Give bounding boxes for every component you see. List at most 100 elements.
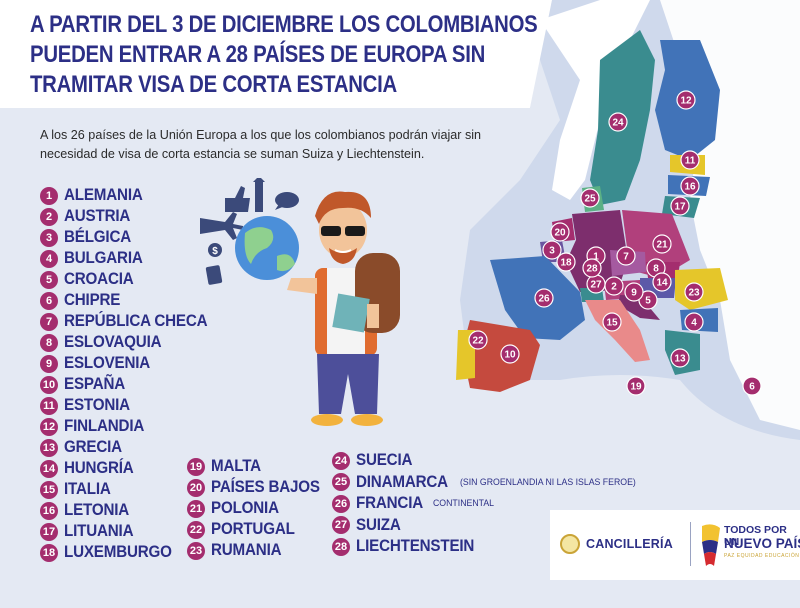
country-item: 16 LETONIA <box>40 500 220 521</box>
country-item: 28 LIECHTENSTEIN <box>332 536 651 558</box>
chat-bubble-icon <box>275 192 299 210</box>
country-number-badge: 3 <box>40 228 58 247</box>
country-item: 13 GRECIA <box>40 437 220 458</box>
logo-divider <box>690 522 691 566</box>
traveler-illustration: $ <box>200 178 400 426</box>
country-item: 19 MALTA <box>187 456 329 477</box>
country-number-badge: 22 <box>187 520 205 539</box>
country-item: 22 PORTUGAL <box>187 519 329 540</box>
country-name: ESLOVAQUIA <box>64 333 162 351</box>
map-marker <box>742 376 762 396</box>
country-number-badge: 27 <box>332 516 350 535</box>
country-name: SUIZA <box>356 515 401 534</box>
country-number-badge: 14 <box>40 459 58 478</box>
country-name: ESTONIA <box>64 396 130 414</box>
country-number-badge: 13 <box>40 438 58 457</box>
country-list-3: 24 SUECIA 25 DINAMARCA (SIN GROENLANDIA NI L… <box>332 450 651 558</box>
country-item: 27 SUIZA <box>332 515 651 537</box>
map-marker <box>676 90 696 110</box>
airplane-icon <box>200 212 243 240</box>
country-number-badge: 25 <box>332 473 350 492</box>
map-marker-label: 18 <box>560 258 572 269</box>
map-marker-label: 1 <box>593 252 599 263</box>
country-number-badge: 19 <box>187 457 205 476</box>
map-marker-label: 15 <box>606 318 618 329</box>
country-number-badge: 16 <box>40 501 58 520</box>
country-number-badge: 11 <box>40 396 58 415</box>
country-item: 15 ITALIA <box>40 479 220 500</box>
map-marker <box>468 330 488 350</box>
map-marker <box>670 196 690 216</box>
map-marker <box>556 252 576 272</box>
passport-icon <box>205 265 223 285</box>
country-name: CHIPRE <box>64 291 121 309</box>
country-note: (SIN GROENLANDIA NI LAS ISLAS FEROE) <box>459 476 636 488</box>
country-number-badge: 7 <box>40 312 58 331</box>
country-item: 23 RUMANIA <box>187 540 329 561</box>
map-marker-label: 20 <box>554 228 566 239</box>
country-item: 1 ALEMANIA <box>40 185 220 206</box>
country-item: 10 ESPAÑA <box>40 374 220 395</box>
title-line-3: TRAMITAR VISA DE CORTA ESTANCIA <box>30 71 397 98</box>
map-marker <box>680 150 700 170</box>
map-marker-label: 25 <box>584 194 596 205</box>
map-marker <box>542 240 562 260</box>
country-item: 6 CHIPRE <box>40 290 220 311</box>
country-name: ITALIA <box>64 480 111 498</box>
map-marker <box>616 246 636 266</box>
cancilleria-logo: CANCILLERÍA <box>560 527 680 561</box>
country-item: 17 LITUANIA <box>40 521 220 542</box>
dollar-coin-icon: $ <box>208 243 222 257</box>
country-number-badge: 12 <box>40 417 58 436</box>
thumbs-up-icon <box>225 186 250 212</box>
country-item: 12 FINLANDIA <box>40 416 220 437</box>
country-number-badge: 4 <box>40 249 58 268</box>
globe-icon <box>235 216 299 280</box>
subtitle: A los 26 países de la Unión Europa a los… <box>40 128 482 161</box>
country-number-badge: 2 <box>40 207 58 226</box>
country-name: HUNGRÍA <box>64 459 134 477</box>
country-number-badge: 10 <box>40 375 58 394</box>
title-line-1: A PARTIR DEL 3 DE DICIEMBRE LOS COLOMBIA… <box>30 11 538 38</box>
country-item: 4 BULGARIA <box>40 248 220 269</box>
map-marker-label: 6 <box>749 382 755 393</box>
svg-text:$: $ <box>212 246 218 257</box>
cancilleria-label: CANCILLERÍA <box>586 537 673 551</box>
map-marker <box>608 112 628 132</box>
country-list-2: 19 MALTA 20 PAÍSES BAJOS 21 POLONIA 22 PORTUGAL… <box>187 456 329 561</box>
country-name: LUXEMBURGO <box>64 543 172 561</box>
todos-label-3: PAZ EQUIDAD EDUCACIÓN <box>724 553 800 559</box>
country-number-badge: 8 <box>40 333 58 352</box>
map-marker-label: 11 <box>685 156 696 167</box>
map-marker-label: 7 <box>623 252 629 263</box>
country-item: 20 PAÍSES BAJOS <box>187 477 329 498</box>
country-name: FRANCIA <box>356 494 424 513</box>
country-item: 8 ESLOVAQUIA <box>40 332 220 353</box>
map-marker <box>680 176 700 196</box>
country-item: 5 CROACIA <box>40 269 220 290</box>
map-marker-label: 2 <box>611 282 617 293</box>
country-item: 21 POLONIA <box>187 498 329 519</box>
country-name: MALTA <box>211 457 261 475</box>
country-number-badge: 5 <box>40 270 58 289</box>
country-name: AUSTRIA <box>64 207 131 225</box>
map-marker-label: 10 <box>504 350 516 361</box>
country-item: 3 BÉLGICA <box>40 227 220 248</box>
country-item: 2 AUSTRIA <box>40 206 220 227</box>
country-name: FINLANDIA <box>64 417 145 435</box>
map-marker <box>550 222 570 242</box>
country-name: POLONIA <box>211 499 279 517</box>
map-marker <box>580 188 600 208</box>
map-marker-label: 12 <box>680 96 692 107</box>
map-marker <box>684 312 704 332</box>
title-line-2: PUEDEN ENTRAR A 28 PAÍSES DE EUROPA SIN <box>30 41 486 68</box>
map-marker-label: 13 <box>674 354 686 365</box>
map-marker <box>670 348 690 368</box>
country-number-badge: 18 <box>40 543 58 562</box>
colombia-flag-icon <box>702 524 720 566</box>
map-marker-label: 8 <box>653 264 659 275</box>
country-name: ESPAÑA <box>64 375 126 393</box>
country-name: PORTUGAL <box>211 520 295 538</box>
map-marker <box>582 258 602 278</box>
